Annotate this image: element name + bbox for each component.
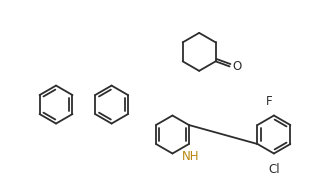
Text: F: F <box>266 95 272 108</box>
Text: Cl: Cl <box>268 163 280 176</box>
Text: NH: NH <box>182 150 199 163</box>
Text: O: O <box>232 60 241 73</box>
